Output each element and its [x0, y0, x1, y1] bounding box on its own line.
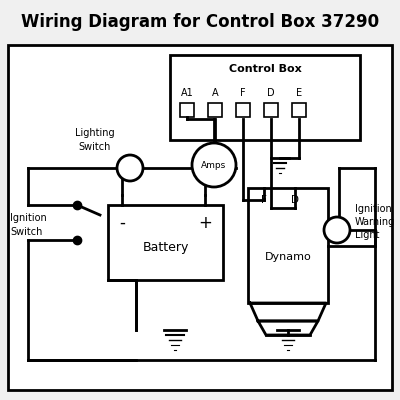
Circle shape — [192, 143, 236, 187]
Text: Amps: Amps — [201, 160, 227, 170]
Bar — [264, 103, 278, 117]
Text: E: E — [296, 88, 302, 98]
Bar — [170, 55, 360, 140]
Text: Battery: Battery — [142, 241, 189, 254]
Bar — [248, 188, 328, 303]
Text: -: - — [119, 214, 125, 232]
Bar — [8, 45, 392, 390]
Text: F: F — [261, 195, 267, 205]
Text: Lighting
Switch: Lighting Switch — [75, 128, 115, 152]
Text: Control Box: Control Box — [229, 64, 301, 74]
Text: F: F — [240, 88, 246, 98]
Text: D: D — [267, 88, 275, 98]
Circle shape — [117, 155, 143, 181]
Bar — [292, 103, 306, 117]
Text: Wiring Diagram for Control Box 37290: Wiring Diagram for Control Box 37290 — [21, 13, 379, 31]
Bar — [236, 103, 250, 117]
Text: Ignition
Warning
Light: Ignition Warning Light — [355, 204, 395, 240]
Bar — [180, 103, 194, 117]
Text: +: + — [198, 214, 212, 232]
Text: A: A — [212, 88, 218, 98]
Circle shape — [324, 217, 350, 243]
Bar — [208, 103, 222, 117]
Bar — [108, 205, 223, 280]
Text: A1: A1 — [181, 88, 193, 98]
Text: Dynamo: Dynamo — [265, 252, 311, 262]
Text: Ignition
Switch: Ignition Switch — [10, 214, 47, 236]
Text: D: D — [291, 195, 299, 205]
